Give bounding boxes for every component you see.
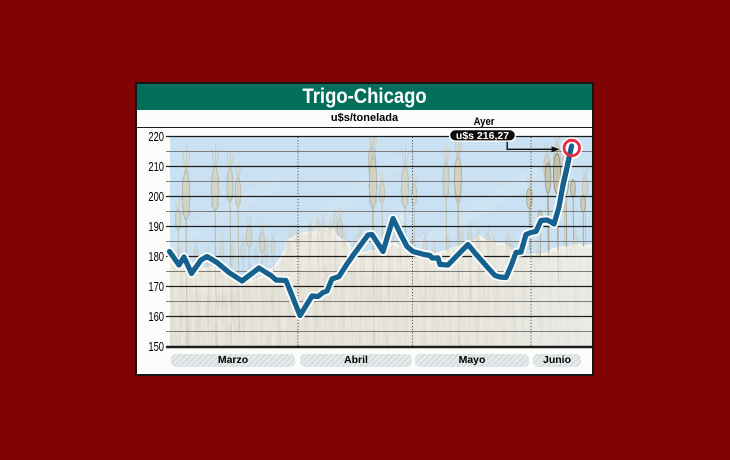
- svg-text:u$s 216,27: u$s 216,27: [456, 130, 509, 142]
